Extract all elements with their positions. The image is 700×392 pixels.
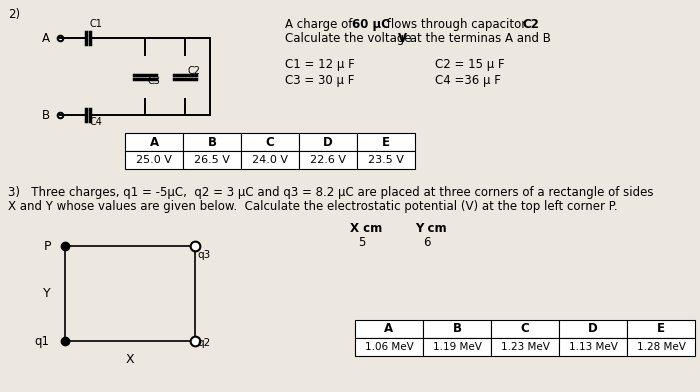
- Bar: [125, 133, 183, 151]
- Bar: [559, 338, 627, 356]
- Text: A: A: [149, 136, 159, 149]
- Text: B: B: [452, 323, 461, 336]
- Bar: [559, 320, 627, 338]
- Bar: [65, 246, 195, 341]
- Text: E: E: [657, 323, 665, 336]
- Text: C3 = 30 μ F: C3 = 30 μ F: [285, 74, 354, 87]
- Text: 1.19 MeV: 1.19 MeV: [433, 342, 482, 352]
- Text: q3: q3: [197, 250, 210, 260]
- Bar: [627, 320, 695, 338]
- Text: C1 = 12 μ F: C1 = 12 μ F: [285, 58, 355, 71]
- Text: C3: C3: [148, 76, 161, 86]
- Bar: [357, 151, 415, 169]
- Text: D: D: [323, 136, 333, 149]
- Text: 22.6 V: 22.6 V: [310, 155, 346, 165]
- Text: C: C: [265, 136, 274, 149]
- Text: P: P: [43, 240, 51, 252]
- Bar: [299, 133, 357, 151]
- Text: Y: Y: [43, 287, 51, 300]
- Text: C2 = 15 μ F: C2 = 15 μ F: [435, 58, 505, 71]
- Bar: [125, 151, 183, 169]
- Text: Calculate the voltage: Calculate the voltage: [285, 32, 415, 45]
- Text: C2: C2: [522, 18, 539, 31]
- Text: flows through capacitor: flows through capacitor: [383, 18, 530, 31]
- Text: 25.0 V: 25.0 V: [136, 155, 172, 165]
- Text: 2): 2): [8, 8, 20, 21]
- Text: C4 =36 μ F: C4 =36 μ F: [435, 74, 501, 87]
- Text: A charge of: A charge of: [285, 18, 356, 31]
- Text: 1.23 MeV: 1.23 MeV: [500, 342, 550, 352]
- Text: X: X: [126, 353, 134, 366]
- Text: 26.5 V: 26.5 V: [194, 155, 230, 165]
- Text: A: A: [42, 31, 50, 45]
- Bar: [241, 133, 299, 151]
- Text: C: C: [521, 323, 529, 336]
- Text: C4: C4: [90, 117, 103, 127]
- Bar: [491, 338, 559, 356]
- Text: X cm: X cm: [350, 222, 382, 235]
- Bar: [241, 151, 299, 169]
- Text: 1.13 MeV: 1.13 MeV: [568, 342, 617, 352]
- Text: D: D: [588, 323, 598, 336]
- Text: q2: q2: [197, 338, 210, 348]
- Bar: [183, 133, 241, 151]
- Text: X and Y whose values are given below.  Calculate the electrostatic potential (V): X and Y whose values are given below. Ca…: [8, 200, 617, 213]
- Text: q1: q1: [34, 334, 49, 347]
- Bar: [299, 151, 357, 169]
- Bar: [423, 320, 491, 338]
- Text: 1.06 MeV: 1.06 MeV: [365, 342, 414, 352]
- Text: 1.28 MeV: 1.28 MeV: [636, 342, 685, 352]
- Text: at the terminas A and B: at the terminas A and B: [406, 32, 551, 45]
- Text: 23.5 V: 23.5 V: [368, 155, 404, 165]
- Bar: [355, 320, 423, 338]
- Bar: [491, 320, 559, 338]
- Bar: [627, 338, 695, 356]
- Text: 6: 6: [423, 236, 430, 249]
- Text: 60 μC: 60 μC: [352, 18, 390, 31]
- Text: C1: C1: [90, 19, 103, 29]
- Text: B: B: [42, 109, 50, 122]
- Text: E: E: [382, 136, 390, 149]
- Bar: [183, 151, 241, 169]
- Text: V: V: [398, 32, 407, 45]
- Text: C2: C2: [188, 66, 201, 76]
- Text: A: A: [384, 323, 393, 336]
- Text: 24.0 V: 24.0 V: [252, 155, 288, 165]
- Bar: [357, 133, 415, 151]
- Bar: [423, 338, 491, 356]
- Text: 5: 5: [358, 236, 365, 249]
- Bar: [355, 338, 423, 356]
- Text: B: B: [207, 136, 216, 149]
- Text: 3)   Three charges, q1 = -5μC,  q2 = 3 μC and q3 = 8.2 μC are placed at three co: 3) Three charges, q1 = -5μC, q2 = 3 μC a…: [8, 186, 654, 199]
- Text: Y cm: Y cm: [415, 222, 447, 235]
